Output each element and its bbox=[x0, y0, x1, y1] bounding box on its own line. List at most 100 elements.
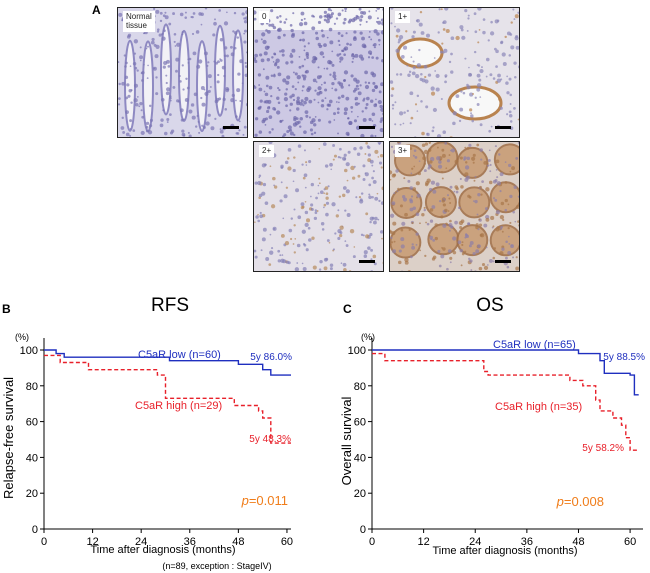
cell-nucleus bbox=[472, 93, 475, 95]
cell-nucleus bbox=[317, 66, 320, 69]
cell-nucleus bbox=[328, 99, 333, 104]
cell-nucleus bbox=[312, 15, 316, 18]
cell-nucleus bbox=[133, 83, 138, 88]
cell-nucleus bbox=[246, 51, 247, 54]
cell-nucleus bbox=[359, 198, 363, 202]
cell-nucleus bbox=[303, 130, 307, 135]
cell-nucleus bbox=[184, 11, 187, 14]
cell-nucleus bbox=[362, 117, 367, 122]
cell-nucleus bbox=[415, 232, 419, 236]
cell-nucleus bbox=[367, 246, 371, 250]
cell-nucleus bbox=[391, 241, 394, 244]
cell-nucleus bbox=[496, 78, 502, 83]
cell-nucleus bbox=[452, 111, 457, 116]
cell-nucleus bbox=[373, 103, 378, 108]
cell-nucleus bbox=[466, 146, 470, 150]
cell-nucleus bbox=[425, 180, 430, 186]
cell-nucleus bbox=[358, 54, 363, 59]
cell-nucleus bbox=[134, 66, 138, 70]
cell-nucleus bbox=[314, 89, 317, 92]
cell-nucleus bbox=[329, 162, 333, 167]
cell-nucleus bbox=[382, 261, 383, 265]
cell-nucleus bbox=[376, 8, 381, 10]
scale-bar bbox=[495, 260, 511, 263]
cell-nucleus bbox=[424, 162, 427, 165]
cell-nucleus bbox=[474, 175, 477, 178]
cell-nucleus bbox=[418, 160, 421, 163]
cell-nucleus bbox=[282, 217, 285, 220]
cell-nucleus bbox=[332, 71, 336, 75]
cell-nucleus bbox=[298, 22, 304, 27]
cell-nucleus bbox=[429, 219, 434, 223]
cell-nucleus bbox=[337, 12, 342, 17]
cell-nucleus bbox=[175, 57, 180, 62]
cell-nucleus bbox=[465, 161, 468, 164]
cell-nucleus bbox=[197, 120, 200, 123]
cell-nucleus bbox=[304, 210, 309, 215]
cell-nucleus bbox=[279, 254, 282, 257]
cell-nucleus bbox=[471, 156, 476, 161]
high-group-5y: 5y 58.2% bbox=[582, 443, 624, 454]
cell-nucleus bbox=[476, 143, 480, 147]
cell-nucleus bbox=[162, 109, 165, 112]
cell-nucleus bbox=[517, 220, 519, 223]
cell-nucleus bbox=[390, 94, 394, 97]
cell-nucleus bbox=[468, 143, 472, 147]
cell-nucleus bbox=[370, 248, 373, 252]
cell-nucleus bbox=[149, 118, 154, 122]
cell-nucleus bbox=[181, 33, 184, 36]
cell-nucleus bbox=[337, 96, 341, 100]
cell-nucleus bbox=[416, 193, 421, 198]
cell-nucleus bbox=[286, 157, 290, 160]
cell-nucleus bbox=[479, 148, 484, 152]
cell-nucleus bbox=[182, 88, 185, 91]
cell-nucleus bbox=[285, 260, 290, 264]
cell-nucleus bbox=[337, 229, 342, 234]
cell-nucleus bbox=[419, 249, 422, 252]
cell-nucleus bbox=[495, 65, 498, 68]
cell-nucleus bbox=[517, 118, 519, 121]
cell-nucleus bbox=[314, 56, 318, 61]
cell-nucleus bbox=[450, 70, 454, 74]
cell-nucleus bbox=[140, 130, 145, 136]
cell-nucleus bbox=[325, 19, 331, 24]
cell-nucleus bbox=[166, 87, 171, 92]
cell-nucleus bbox=[464, 233, 468, 237]
cell-nucleus bbox=[415, 212, 420, 217]
cell-nucleus bbox=[446, 267, 449, 271]
cell-nucleus bbox=[470, 269, 473, 271]
cell-nucleus bbox=[311, 26, 316, 31]
cell-nucleus bbox=[428, 164, 432, 168]
cell-nucleus bbox=[318, 177, 321, 180]
cell-nucleus bbox=[132, 62, 137, 66]
cell-nucleus bbox=[495, 210, 501, 215]
cell-nucleus bbox=[419, 222, 421, 225]
cell-nucleus bbox=[395, 169, 399, 173]
cell-nucleus bbox=[268, 23, 272, 27]
cell-nucleus bbox=[244, 65, 247, 68]
cell-nucleus bbox=[303, 49, 306, 52]
cell-nucleus bbox=[259, 105, 262, 109]
cell-nucleus bbox=[509, 170, 512, 173]
cell-nucleus bbox=[512, 8, 515, 11]
cell-nucleus bbox=[285, 80, 290, 85]
cell-nucleus bbox=[333, 22, 336, 25]
cell-nucleus bbox=[459, 226, 463, 230]
cell-nucleus bbox=[340, 262, 343, 265]
cell-nucleus bbox=[335, 17, 339, 20]
cell-nucleus bbox=[434, 70, 437, 72]
cell-nucleus bbox=[324, 88, 328, 92]
p-symbol: p bbox=[241, 493, 249, 508]
cell-nucleus bbox=[472, 153, 476, 157]
cell-nucleus bbox=[275, 58, 280, 63]
cell-nucleus bbox=[429, 160, 433, 164]
cell-nucleus bbox=[455, 94, 460, 99]
cell-nucleus bbox=[287, 166, 292, 171]
cell-nucleus bbox=[437, 249, 441, 253]
cell-nucleus bbox=[289, 131, 294, 136]
cell-nucleus bbox=[177, 100, 181, 103]
cell-nucleus bbox=[440, 215, 444, 219]
gland-lumen bbox=[214, 24, 226, 117]
cell-nucleus bbox=[487, 39, 490, 42]
cell-nucleus bbox=[285, 186, 289, 189]
